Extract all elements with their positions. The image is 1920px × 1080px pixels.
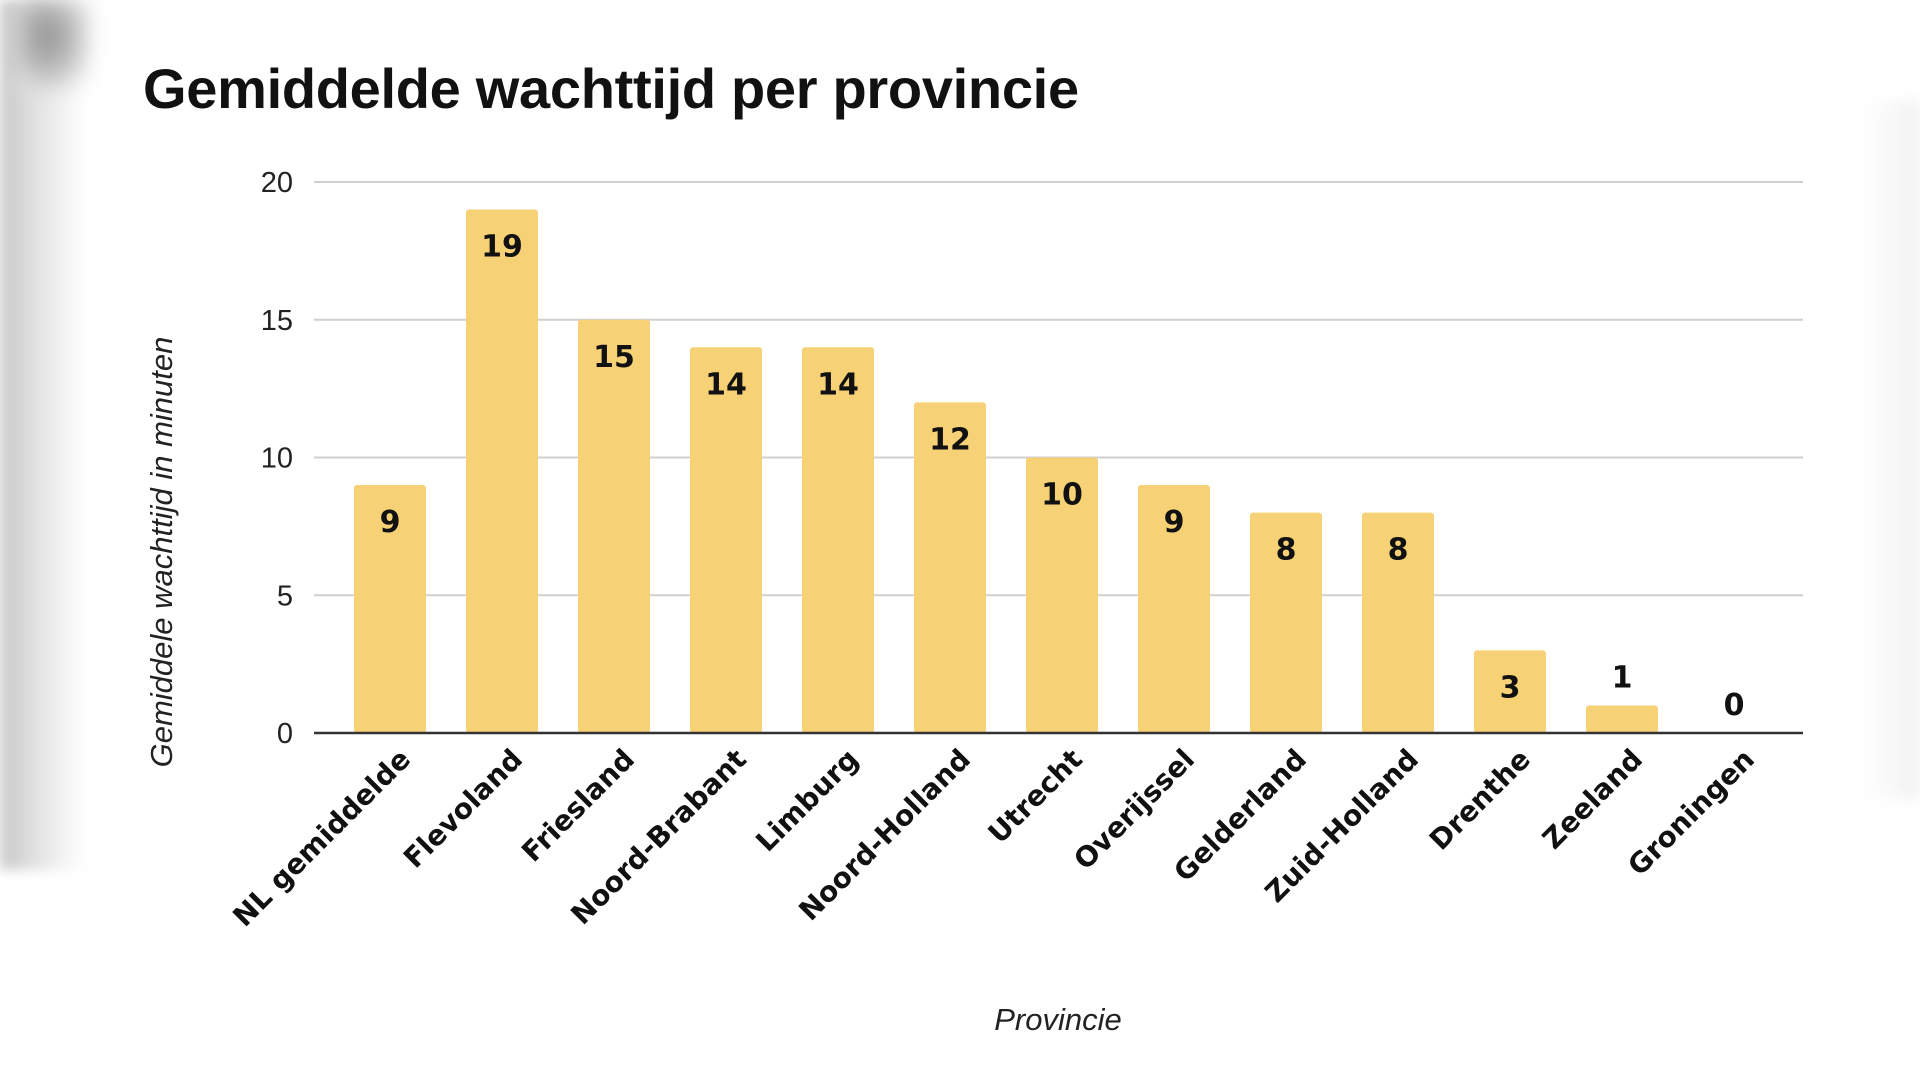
x-tick-label: Utrecht [982, 743, 1089, 850]
bar [1026, 457, 1098, 733]
bar [802, 347, 874, 733]
bar [914, 402, 986, 733]
bar [1138, 485, 1210, 733]
bar [690, 347, 762, 733]
x-tick-label: Flevoland [397, 743, 529, 875]
y-tick-label: 20 [261, 167, 293, 199]
data-label: 14 [817, 367, 859, 402]
data-label: 8 [1276, 533, 1297, 568]
y-tick-label: 10 [261, 443, 293, 475]
right-edge-shadow [1860, 100, 1920, 800]
data-label: 1 [1612, 660, 1633, 695]
x-tick-label: Zeeland [1536, 743, 1649, 856]
y-axis-title: Gemiddele wachttijd in minuten [144, 337, 179, 768]
data-label: 12 [929, 422, 971, 457]
bar [1362, 512, 1434, 733]
data-label: 9 [380, 505, 401, 540]
bar [354, 485, 426, 733]
x-axis-title: Provincie [994, 1002, 1122, 1037]
data-label: 10 [1041, 478, 1083, 513]
y-tick-label: 5 [277, 580, 293, 612]
data-label: 9 [1164, 505, 1185, 540]
data-label: 14 [705, 367, 747, 402]
x-tick-label: Limburg [749, 743, 865, 859]
chart-title: Gemiddelde wachttijd per provincie [143, 57, 1079, 120]
x-tick-labels: NL gemiddeldeFlevolandFrieslandNoord-Bra… [226, 743, 1761, 934]
left-edge-blur [20, 0, 90, 90]
data-label: 15 [593, 340, 635, 375]
bar [466, 209, 538, 734]
data-label: 3 [1500, 670, 1521, 705]
y-tick-label: 0 [277, 718, 293, 750]
data-label: 8 [1388, 533, 1409, 568]
data-label: 19 [481, 230, 523, 265]
left-edge-shadow [0, 0, 87, 870]
y-tick-labels: 0 5 10 15 20 [261, 167, 293, 750]
y-tick-label: 15 [261, 305, 293, 337]
data-label: 0 [1724, 688, 1745, 723]
bar [578, 319, 650, 733]
x-tick-label: Drenthe [1423, 743, 1537, 857]
bar [1250, 512, 1322, 733]
bars [354, 209, 1658, 734]
bar [1586, 705, 1658, 733]
x-tick-label: NL gemiddelde [226, 743, 417, 934]
bar [1474, 650, 1546, 733]
